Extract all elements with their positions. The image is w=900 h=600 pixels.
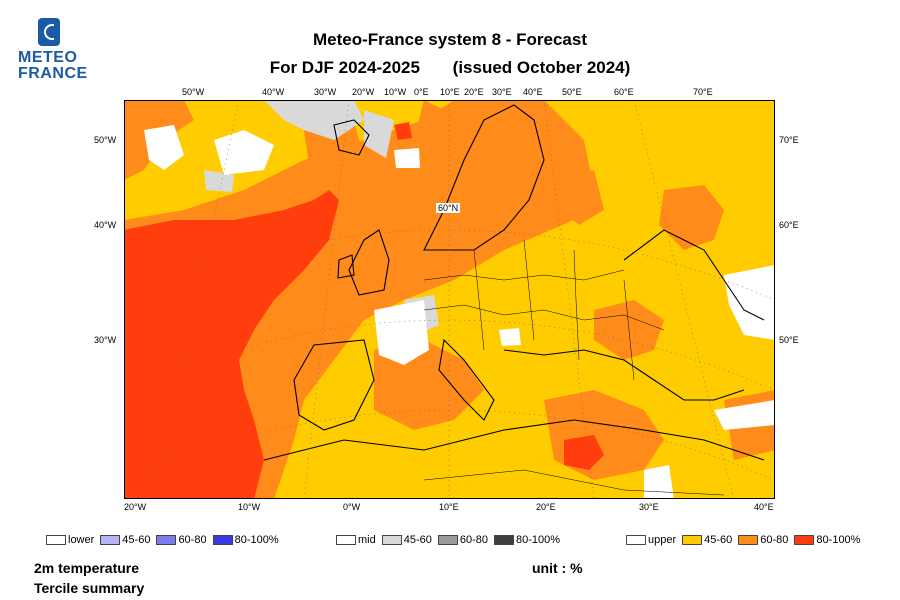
lon-label-bottom: 10°W [238,502,261,512]
white-regions [144,125,775,499]
legend-item: 45-60 [682,534,732,546]
legend-item: 60-80 [156,534,207,546]
country-borders [423,239,725,496]
legend-swatch [100,535,121,545]
legend-swatch [156,535,177,545]
lon-label-top: 50°E [562,87,582,97]
map-frame [124,100,775,499]
lon-label-top: 10°W [384,87,407,97]
legend-swatch [46,535,66,545]
lon-label-top: 0°E [414,87,429,97]
legend-upper-title: upper [626,534,676,546]
legend-label: 80-100% [516,534,561,546]
logo-line1: METEO [18,49,78,66]
lon-label-top: 40°E [523,87,543,97]
lon-label-bottom: 40°E [754,502,774,512]
legend-label: 45-60 [704,534,733,546]
title-period: For DJF 2024-2025 [269,58,420,77]
lat-label-left: 40°W [94,220,117,230]
lon-label-top: 70°E [693,87,713,97]
legend-swatch [212,535,233,545]
lon-label-top: 30°E [492,87,512,97]
legend-label: 80-100% [234,534,279,546]
lon-label-top: 40°W [262,87,285,97]
title-line1: Meteo-France system 8 - Forecast [313,30,587,49]
lon-label-bottom: 10°E [439,502,459,512]
legend-label: 45-60 [122,534,151,546]
lat-label-right: 60°E [779,220,799,230]
legend-swatch [626,535,646,545]
legend-lower: lower 45-60 60-80 80-100% [46,534,285,546]
lon-label-top: 30°W [314,87,337,97]
legend-mid-title: mid [336,534,376,546]
unit-label: unit : % [532,560,583,576]
legend-item: 80-100% [494,534,560,546]
legend-swatch [794,535,815,545]
legend-item: 80-100% [212,534,279,546]
forecast-map [124,100,775,499]
map-svg [124,100,775,499]
lon-label-bottom: 20°E [536,502,556,512]
lon-label-bottom: 30°E [639,502,659,512]
coastlines [263,104,765,461]
variable-label: 2m temperature [34,560,140,576]
latitude-60n-label: 60°N [436,203,461,213]
upper-80-100-regions [124,122,604,499]
legend-label: mid [358,534,376,546]
legend-label: upper [648,534,677,546]
legend-swatch [336,535,356,545]
legend-swatch [738,535,759,545]
legend-label: 60-80 [760,534,789,546]
legend-item: 60-80 [738,534,788,546]
legend-label: 80-100% [816,534,861,546]
lon-label-bottom: 0°W [343,502,361,512]
lat-label-right: 70°E [779,135,799,145]
legend-item: 60-80 [437,534,489,546]
legend-label: 45-60 [403,534,432,546]
legend-item: 45-60 [100,534,150,546]
logo-icon [38,18,60,46]
legend-label: 60-80 [459,534,489,546]
summary-label: Tercile summary [34,580,145,596]
lon-label-top: 10°E [440,87,460,97]
legend-mid: mid 45-60 60-80 80-100% [336,534,566,546]
graticule [124,100,775,499]
lat-label-left: 50°W [94,135,117,145]
lon-label-top: 60°E [614,87,634,97]
legend-lower-title: lower [46,534,94,546]
lat-label-right: 50°E [779,335,799,345]
legend-upper: upper 45-60 60-80 80-100% [626,534,866,546]
logo-line2: FRANCE [18,65,88,82]
legend-swatch [437,535,458,545]
lon-label-top: 50°W [182,87,205,97]
title-line2: For DJF 2024-2025 (issued October 2024) [200,58,700,78]
legend-label: lower [68,534,95,546]
title-issued: (issued October 2024) [452,58,631,77]
meteo-france-logo: METEO FRANCE [14,14,87,86]
legend-swatch [494,535,515,545]
lon-label-top: 20°E [464,87,484,97]
legend-swatch [381,535,402,545]
legend-item: 80-100% [794,534,860,546]
lat-label-left: 30°W [94,335,117,345]
legend-item: 45-60 [381,534,432,546]
lon-label-top: 20°W [352,87,375,97]
lon-label-bottom: 20°W [124,502,147,512]
legend-swatch [682,535,703,545]
legend-label: 60-80 [178,534,207,546]
